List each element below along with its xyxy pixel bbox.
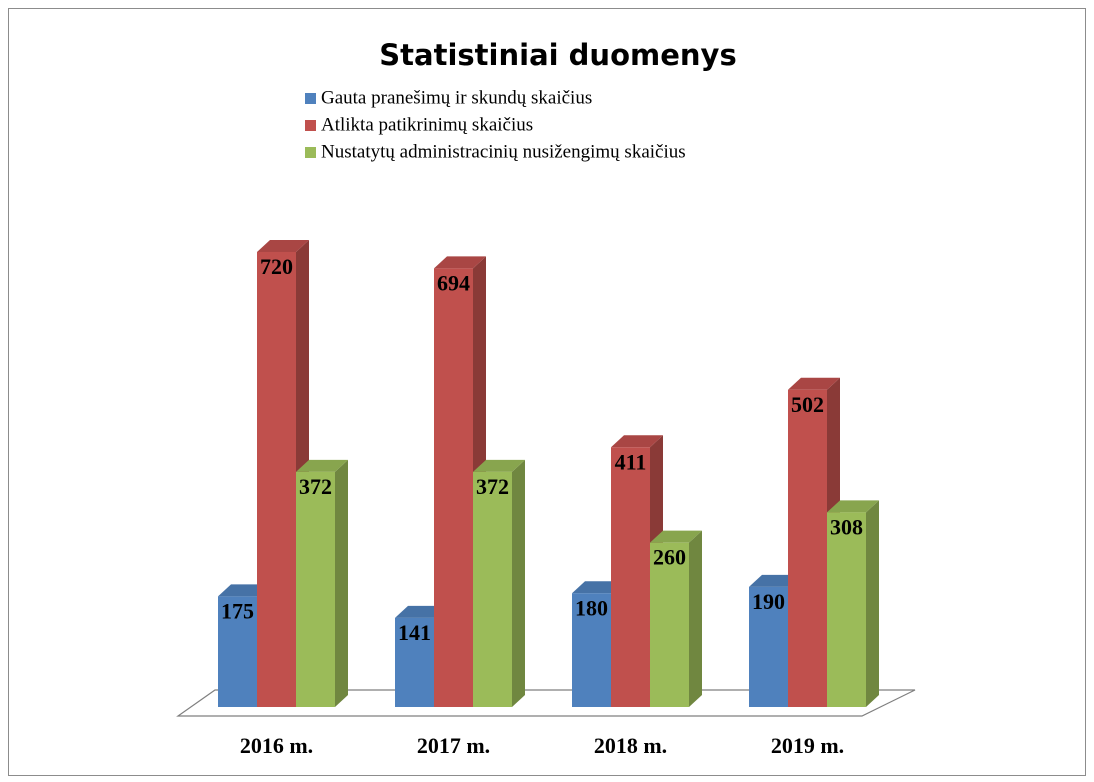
bar bbox=[749, 586, 788, 707]
x-tick-label: 2019 m. bbox=[771, 733, 844, 758]
data-label: 175 bbox=[221, 598, 254, 623]
bar-top bbox=[296, 459, 348, 472]
bar bbox=[473, 471, 512, 707]
legend-label: Atlikta patikrinimų skaičius bbox=[321, 114, 533, 135]
data-label: 141 bbox=[398, 620, 431, 645]
bar bbox=[257, 251, 296, 707]
data-label: 180 bbox=[575, 595, 608, 620]
bar bbox=[434, 268, 473, 707]
bar-top bbox=[473, 459, 525, 472]
x-tick-label: 2016 m. bbox=[240, 733, 313, 758]
chart-title: Statistiniai duomenys bbox=[379, 38, 736, 72]
bar bbox=[611, 447, 650, 707]
legend-swatch bbox=[305, 93, 316, 104]
legend-label: Nustatytų administracinių nusižengimų sk… bbox=[321, 141, 686, 162]
bar bbox=[827, 512, 866, 707]
bar bbox=[296, 471, 335, 707]
legend-swatch bbox=[305, 147, 316, 158]
bar bbox=[395, 617, 434, 707]
bar bbox=[788, 389, 827, 707]
bar-top bbox=[650, 530, 702, 543]
frame bbox=[8, 8, 1086, 776]
bar-top bbox=[788, 377, 840, 390]
data-label: 260 bbox=[653, 545, 686, 570]
bar-top bbox=[611, 435, 663, 448]
x-tick-label: 2018 m. bbox=[594, 733, 667, 758]
x-tick-label: 2017 m. bbox=[417, 733, 490, 758]
data-label: 308 bbox=[830, 514, 863, 539]
bar bbox=[218, 596, 257, 707]
data-label: 372 bbox=[299, 474, 332, 499]
data-label: 411 bbox=[615, 449, 647, 474]
bar-top bbox=[257, 239, 309, 252]
bar bbox=[572, 593, 611, 707]
data-label: 694 bbox=[437, 270, 470, 295]
legend-swatch bbox=[305, 120, 316, 131]
data-label: 372 bbox=[476, 474, 509, 499]
bar-side bbox=[335, 459, 348, 707]
bar-top bbox=[434, 256, 486, 269]
data-label: 720 bbox=[260, 254, 293, 279]
legend-label: Gauta pranešimų ir skundų skaičius bbox=[321, 87, 592, 108]
bar bbox=[650, 542, 689, 707]
bar-side bbox=[866, 500, 879, 707]
data-label: 190 bbox=[752, 589, 785, 614]
bar-side bbox=[689, 530, 702, 707]
bar-side bbox=[512, 459, 525, 707]
data-label: 502 bbox=[791, 392, 824, 417]
bar-top bbox=[827, 500, 879, 513]
floor bbox=[176, 689, 916, 717]
